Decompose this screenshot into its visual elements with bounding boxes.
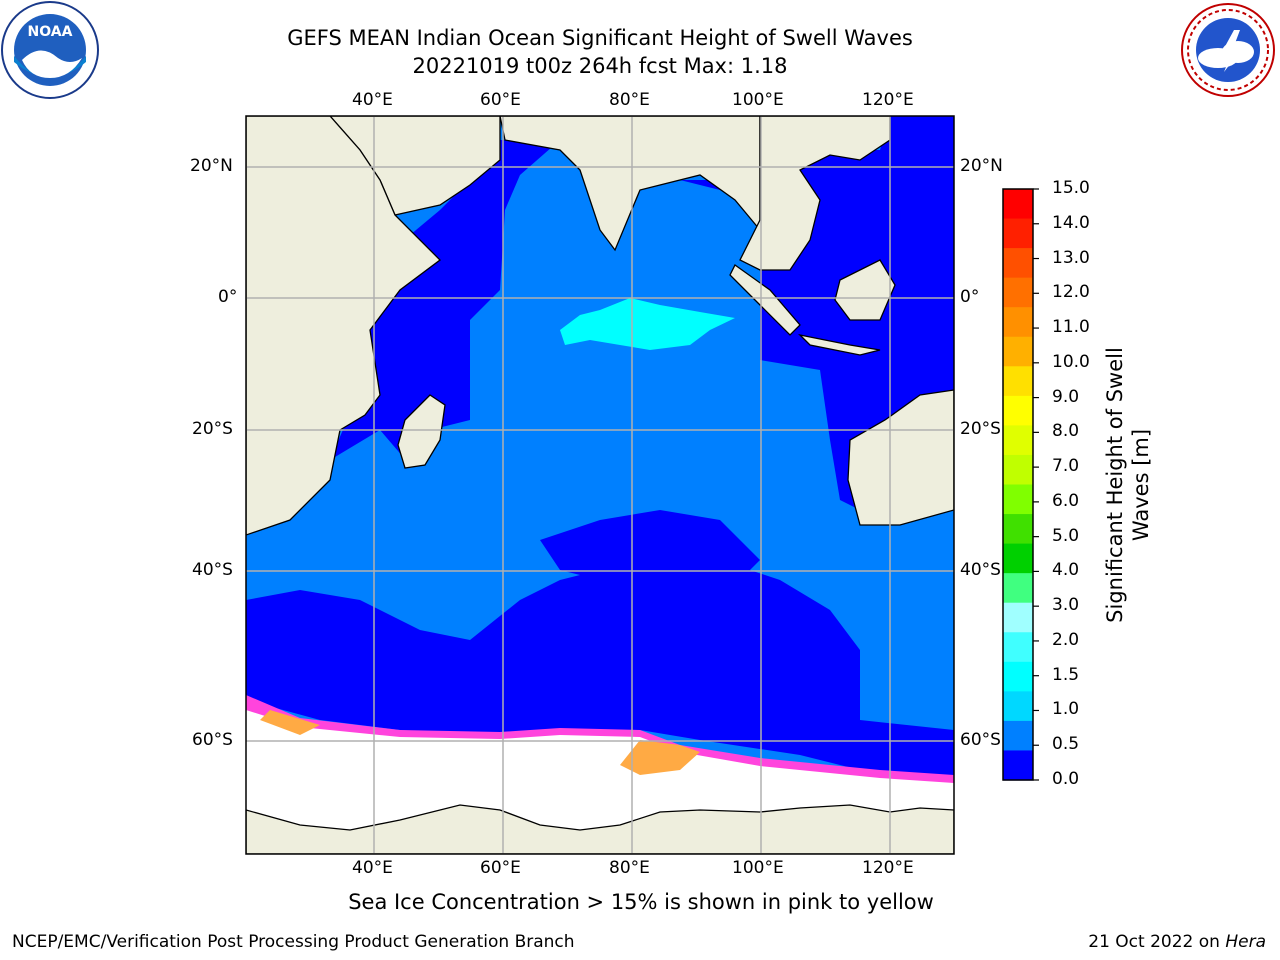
lat-tick-right-20n: 20°N bbox=[960, 156, 1003, 176]
colorbar-segment bbox=[1003, 602, 1033, 633]
colorbar-segment bbox=[1003, 750, 1033, 781]
colorbar-tick-label: 13.0 bbox=[1052, 247, 1090, 268]
lat-tick-right-0: 0° bbox=[960, 287, 980, 307]
colorbar-segment bbox=[1003, 218, 1033, 249]
chart-title-line1: GEFS MEAN Indian Ocean Significant Heigh… bbox=[287, 26, 913, 50]
lat-tick-left-20n: 20°N bbox=[190, 156, 233, 176]
colorbar-segment bbox=[1003, 543, 1033, 574]
lat-tick-right-40s: 40°S bbox=[960, 560, 1001, 580]
colorbar-frame bbox=[1002, 188, 1034, 781]
lat-tick-left-0: 0° bbox=[218, 287, 238, 307]
colorbar-tick-label: 0.5 bbox=[1052, 734, 1080, 755]
colorbar-segment bbox=[1003, 720, 1033, 752]
colorbar-tick-label: 14.0 bbox=[1052, 212, 1090, 233]
lon-tick-top-120e: 120°E bbox=[862, 90, 914, 110]
colorbar-tick-label: 1.0 bbox=[1052, 699, 1080, 720]
lon-tick-top-80e: 80°E bbox=[609, 90, 650, 110]
noaa-logo: NOAA bbox=[1, 1, 99, 99]
lat-tick-left-20s: 20°S bbox=[192, 419, 233, 439]
lon-tick-top-40e: 40°E bbox=[352, 90, 393, 110]
colorbar-segment bbox=[1003, 307, 1033, 338]
colorbar-segment bbox=[1003, 248, 1033, 279]
colorbar-segment bbox=[1003, 454, 1033, 486]
lat-tick-left-40s: 40°S bbox=[192, 560, 233, 580]
colorbar-tick-label: 12.0 bbox=[1052, 282, 1090, 303]
colorbar-segment bbox=[1003, 425, 1033, 456]
colorbar-segment bbox=[1003, 661, 1033, 692]
lon-tick-bottom-60e: 60°E bbox=[480, 858, 521, 878]
ocean-swell-1-1.5 bbox=[560, 298, 735, 350]
lat-tick-left-60s: 60°S bbox=[192, 730, 233, 750]
lon-tick-bottom-40e: 40°E bbox=[352, 858, 393, 878]
colorbar-segment bbox=[1003, 189, 1033, 220]
lon-tick-top-100e: 100°E bbox=[732, 90, 784, 110]
colorbar-tick-label: 0.0 bbox=[1052, 769, 1080, 789]
colorbar-segment bbox=[1003, 573, 1033, 604]
colorbar-segment bbox=[1003, 514, 1033, 545]
lon-tick-bottom-120e: 120°E bbox=[862, 858, 914, 878]
graticule bbox=[246, 116, 954, 854]
colorbar-tick-label: 5.0 bbox=[1052, 525, 1080, 546]
colorbar-tick-label: 2.0 bbox=[1052, 629, 1080, 650]
chart-title-line2: 20221019 t00z 264h fcst Max: 1.18 bbox=[412, 54, 788, 78]
colorbar-tick-label: 6.0 bbox=[1052, 490, 1080, 511]
map-frame bbox=[245, 115, 955, 855]
colorbar-segment bbox=[1003, 336, 1033, 367]
sea-ice-fringe bbox=[246, 695, 954, 783]
lat-tick-right-60s: 60°S bbox=[960, 730, 1001, 750]
colorbar-segment bbox=[1003, 366, 1033, 397]
noaa-logo-text: NOAA bbox=[28, 24, 73, 40]
footer-host: Hera bbox=[1225, 932, 1266, 952]
sea-ice-footnote: Sea Ice Concentration > 15% is shown in … bbox=[348, 890, 934, 914]
colorbar-segment bbox=[1003, 632, 1033, 663]
colorbar-segment bbox=[1003, 277, 1033, 308]
colorbar-tick-label: 4.0 bbox=[1052, 560, 1080, 581]
footer-date: 21 Oct 2022 on Hera bbox=[1088, 932, 1266, 952]
colorbar-tick-label: 3.0 bbox=[1052, 595, 1080, 616]
footer-branch: NCEP/EMC/Verification Post Processing Pr… bbox=[12, 932, 575, 952]
lon-tick-bottom-80e: 80°E bbox=[609, 858, 650, 878]
colorbar bbox=[1003, 188, 1039, 781]
colorbar-tick-label: 10.0 bbox=[1052, 351, 1090, 372]
colorbar-segment bbox=[1003, 395, 1033, 426]
lon-tick-bottom-100e: 100°E bbox=[732, 858, 784, 878]
footer-date-text: 21 Oct 2022 on bbox=[1088, 932, 1226, 952]
colorbar-label: Significant Height of Swell Waves [m] bbox=[1103, 347, 1153, 623]
lon-tick-top-60e: 60°E bbox=[480, 90, 521, 110]
colorbar-tick-label: 9.0 bbox=[1052, 386, 1080, 407]
colorbar-tick-label: 1.5 bbox=[1052, 664, 1080, 685]
colorbar-segment bbox=[1003, 691, 1033, 722]
colorbar-segment bbox=[1003, 484, 1033, 515]
colorbar-tick-label: 8.0 bbox=[1052, 421, 1080, 442]
lat-tick-right-20s: 20°S bbox=[960, 419, 1001, 439]
colorbar-tick-label: 11.0 bbox=[1052, 317, 1090, 338]
colorbar-tick-label: 15.0 bbox=[1052, 178, 1090, 198]
nws-logo bbox=[1181, 3, 1275, 97]
colorbar-tick-label: 7.0 bbox=[1052, 456, 1080, 477]
